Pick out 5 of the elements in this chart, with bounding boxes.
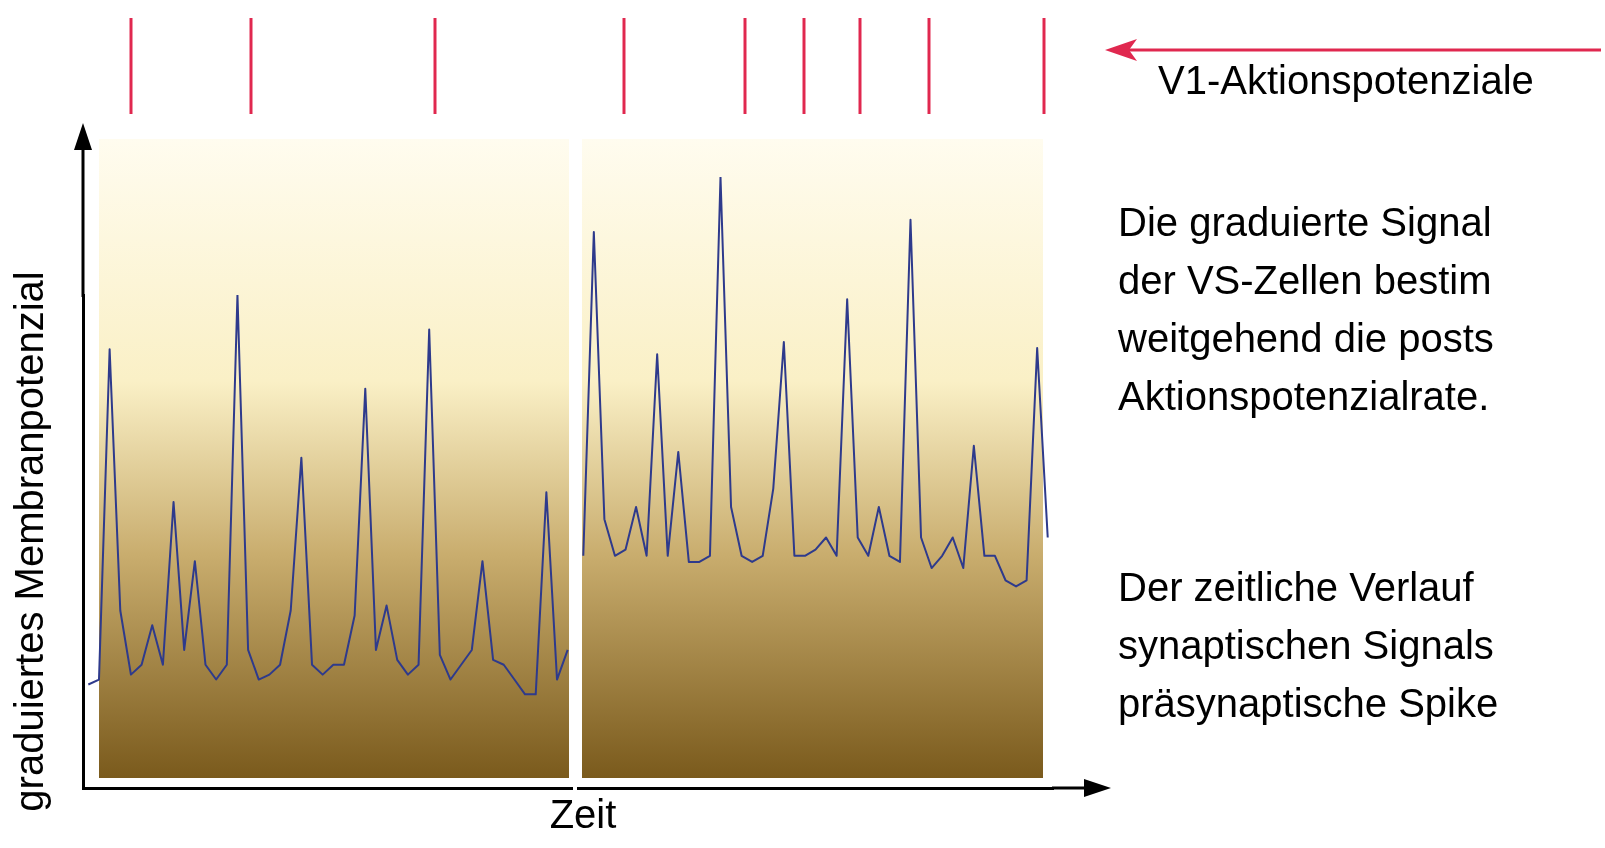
y-axis-title: graduiertes Membranpotenzial bbox=[7, 271, 52, 812]
text: V1-Aktionspotenziale bbox=[1158, 58, 1534, 103]
text: Der zeitliche Verlauf synaptischen Signals präsynaptische Spike bbox=[1118, 564, 1499, 727]
x-axis-title: Zeit bbox=[548, 792, 618, 837]
text: Die graduierte Signal der VS-Zellen bestim weitgehend die posts Aktionspotenzialrate. bbox=[1118, 199, 1494, 420]
